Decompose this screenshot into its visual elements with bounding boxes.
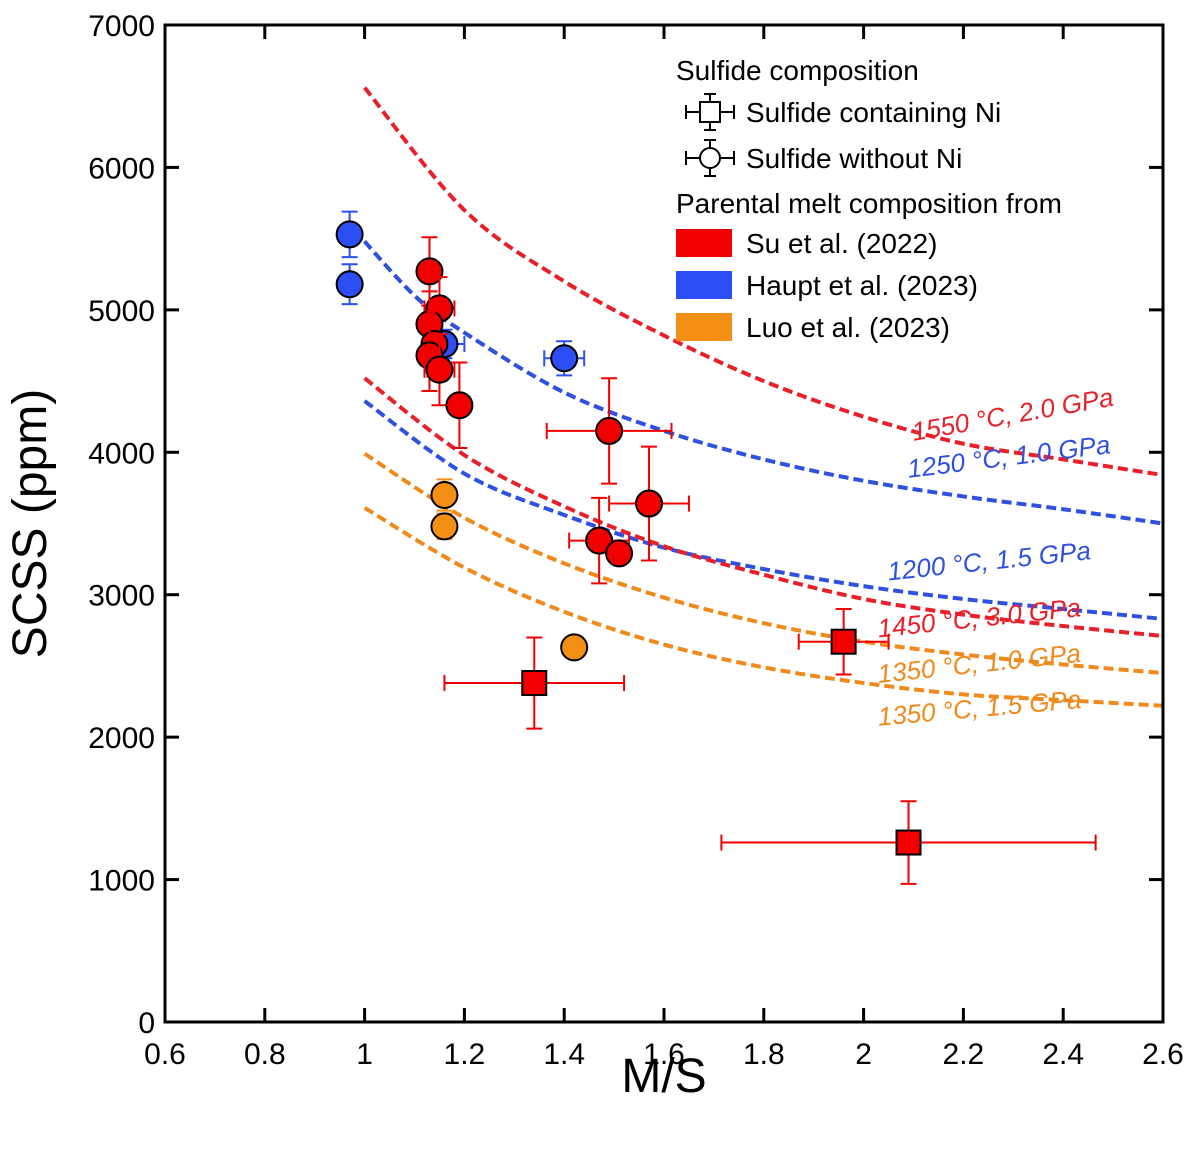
y-tick-label: 5000 <box>88 295 155 328</box>
y-tick-label: 3000 <box>88 580 155 613</box>
y-tick-label: 2000 <box>88 722 155 755</box>
y-axis-title: SCSS (ppm) <box>4 389 57 658</box>
x-tick-label: 1.4 <box>543 1038 585 1071</box>
circle-marker <box>635 489 664 518</box>
data-point <box>608 445 690 562</box>
data-point <box>560 633 589 662</box>
data-point <box>545 377 673 485</box>
model-curve <box>363 399 1164 621</box>
circle-marker <box>560 633 589 662</box>
data-point <box>423 333 456 407</box>
legend-title-melt: Parental melt composition from <box>676 188 1062 219</box>
x-tick-label: 2.4 <box>1042 1038 1084 1071</box>
model-curves <box>353 86 1164 708</box>
circle-marker <box>430 481 459 510</box>
data-point <box>443 636 626 730</box>
y-tick-label: 1000 <box>88 865 155 898</box>
x-tick-label: 1 <box>356 1038 373 1071</box>
circle-marker <box>425 355 454 384</box>
legend-color-label: Su et al. (2022) <box>746 228 937 259</box>
data-point <box>430 512 459 541</box>
y-tick-label: 0 <box>138 1007 155 1040</box>
circle-marker <box>605 539 634 568</box>
x-tick-label: 0.6 <box>144 1038 186 1071</box>
y-tick-label: 4000 <box>88 437 155 470</box>
curve-label: 1350 °C, 1.5 GPa <box>876 684 1082 732</box>
square-marker <box>895 829 922 856</box>
data-points <box>335 210 1097 885</box>
x-tick-label: 1.8 <box>743 1038 785 1071</box>
legend-color-entry: Luo et al. (2023) <box>676 312 950 343</box>
x-tick-label: 1.6 <box>643 1038 685 1071</box>
legend-color-swatch <box>676 313 732 341</box>
circle-marker <box>430 512 459 541</box>
circle-marker <box>585 526 614 555</box>
x-tick-label: 2.2 <box>943 1038 985 1071</box>
legend-circle-symbol <box>699 147 721 169</box>
circle-marker <box>335 270 364 299</box>
model-curve <box>363 452 1164 676</box>
data-point <box>445 361 474 450</box>
data-point <box>543 340 586 377</box>
x-tick-label: 2 <box>855 1038 872 1071</box>
circle-marker <box>595 416 624 445</box>
legend-color-entry: Haupt et al. (2023) <box>676 270 978 301</box>
model-curve <box>363 86 1164 478</box>
model-curve <box>353 228 1164 526</box>
legend-square-symbol <box>699 101 721 123</box>
data-point <box>335 210 364 259</box>
y-tick-label: 6000 <box>88 152 155 185</box>
curve-label: 1200 °C, 1.5 GPa <box>886 535 1092 586</box>
legend: Sulfide composition Parental melt compos… <box>676 55 1062 343</box>
x-tick-label: 2.6 <box>1142 1038 1184 1071</box>
legend-shape-entry: Sulfide containing Ni <box>685 93 1001 131</box>
x-axis-title: M/S <box>621 1050 706 1103</box>
square-marker <box>830 628 857 655</box>
legend-color-label: Haupt et al. (2023) <box>746 270 978 301</box>
plot-frame <box>163 23 1165 1024</box>
model-curve <box>363 376 1164 639</box>
x-tick-label: 0.8 <box>244 1038 286 1071</box>
square-marker <box>521 670 548 697</box>
data-point <box>335 263 364 306</box>
circle-marker <box>335 220 364 249</box>
circle-marker <box>550 344 579 373</box>
curve-label: 1450 °C, 3.0 GPa <box>876 592 1082 643</box>
legend-color-entry: Su et al. (2022) <box>676 228 937 259</box>
legend-title-sulfide: Sulfide composition <box>676 55 919 86</box>
curve-label: 1350 °C, 1.0 GPa <box>876 638 1082 689</box>
model-curve <box>363 506 1164 708</box>
data-point <box>720 800 1097 885</box>
legend-shape-label: Sulfide containing Ni <box>746 97 1001 128</box>
data-point <box>605 539 634 568</box>
axis-ticks: 0.6 0.8 1 1.2 1.4 1.6 1.8 2 2.2 2.4 2.6 0 1000 2000 30… <box>88 10 1184 1071</box>
legend-shape-entry: Sulfide without Ni <box>685 139 962 177</box>
legend-color-label: Luo et al. (2023) <box>746 312 950 343</box>
circle-marker <box>445 391 474 420</box>
x-tick-label: 1.2 <box>444 1038 486 1071</box>
data-point <box>797 607 890 676</box>
legend-color-swatch <box>676 229 732 257</box>
data-point <box>430 478 459 512</box>
legend-shape-label: Sulfide without Ni <box>746 143 962 174</box>
y-tick-label: 7000 <box>88 10 155 43</box>
legend-color-swatch <box>676 271 732 299</box>
